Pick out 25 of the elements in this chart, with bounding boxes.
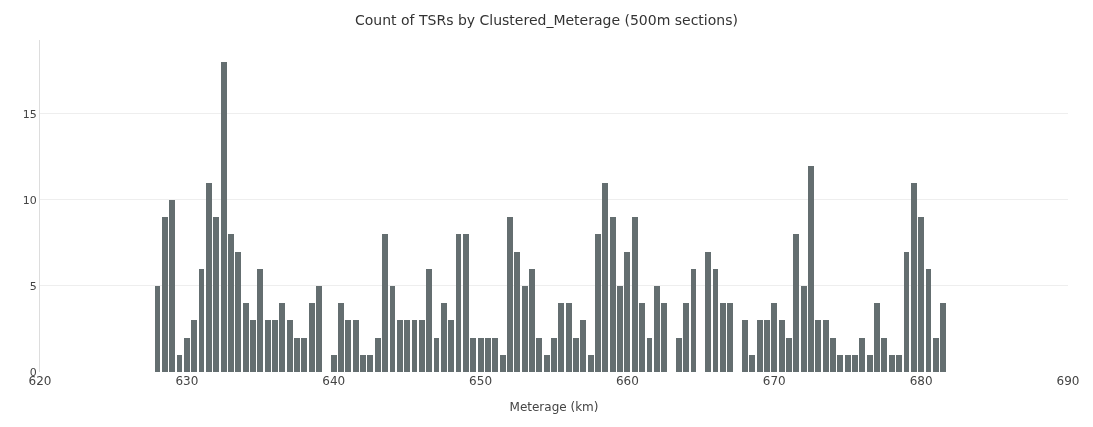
bar — [647, 338, 652, 372]
y-tick-label: 15 — [22, 107, 37, 121]
x-tick-label: 680 — [909, 374, 933, 388]
bar — [155, 286, 160, 372]
bar — [456, 234, 461, 372]
bar — [434, 338, 439, 372]
x-tick-label: 670 — [762, 374, 786, 388]
bar — [177, 355, 182, 372]
x-tick-label: 650 — [469, 374, 493, 388]
chart-title: Count of TSRs by Clustered_Meterage (500m sections) — [355, 11, 738, 28]
bar — [412, 320, 417, 372]
y-tick-label: 5 — [29, 279, 37, 293]
bar — [713, 269, 718, 372]
x-tick-label: 690 — [1056, 374, 1080, 388]
bar — [705, 252, 711, 372]
bar — [926, 269, 931, 372]
bar — [904, 252, 909, 372]
x-tick-label: 640 — [322, 374, 346, 388]
bar — [199, 269, 204, 372]
x-axis-title: Meterage (km) — [509, 399, 599, 414]
x-tick-label: 630 — [175, 374, 199, 388]
x-tick-label: 660 — [615, 374, 639, 388]
y-tick-label: 10 — [22, 193, 37, 207]
bar — [390, 286, 395, 372]
bar — [691, 269, 696, 372]
